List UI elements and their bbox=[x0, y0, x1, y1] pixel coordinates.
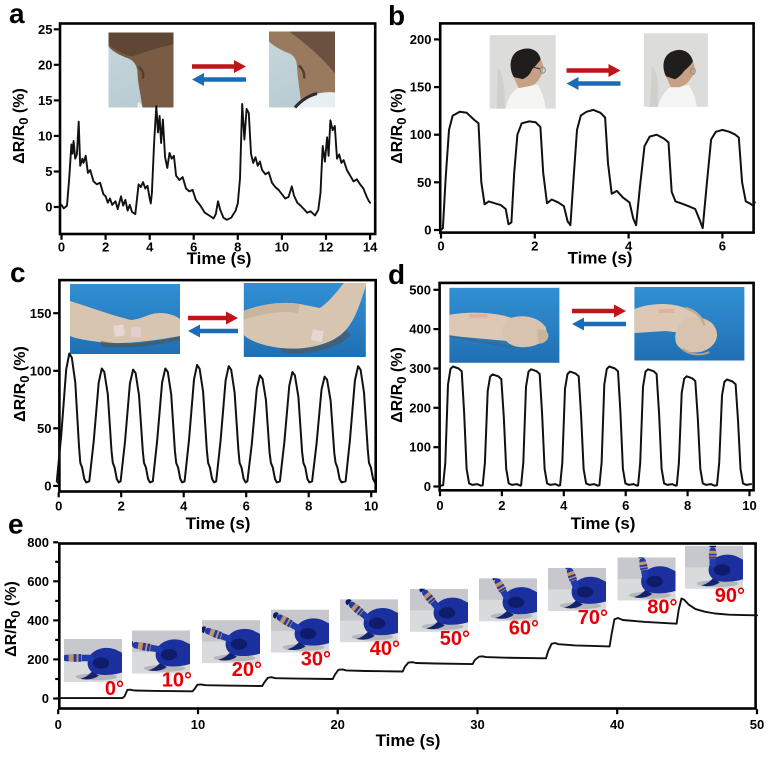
svg-text:70°: 70° bbox=[578, 607, 608, 629]
svg-text:15: 15 bbox=[38, 93, 52, 108]
svg-text:40: 40 bbox=[610, 717, 624, 732]
svg-text:50: 50 bbox=[750, 717, 764, 732]
svg-text:Time (s): Time (s) bbox=[376, 731, 441, 750]
svg-text:80°: 80° bbox=[647, 596, 677, 618]
svg-text:10: 10 bbox=[275, 240, 289, 255]
svg-text:150: 150 bbox=[30, 306, 52, 321]
svg-text:0: 0 bbox=[424, 479, 431, 494]
svg-text:6: 6 bbox=[190, 240, 197, 255]
svg-text:12: 12 bbox=[319, 240, 333, 255]
svg-text:14: 14 bbox=[363, 240, 378, 255]
svg-text:500: 500 bbox=[409, 282, 431, 297]
svg-text:ΔR/R0 (%): ΔR/R0 (%) bbox=[12, 346, 32, 422]
svg-text:0: 0 bbox=[436, 498, 443, 513]
svg-text:0: 0 bbox=[58, 240, 65, 255]
svg-text:50: 50 bbox=[37, 421, 51, 436]
svg-text:0°: 0° bbox=[105, 678, 124, 700]
svg-text:400: 400 bbox=[409, 322, 431, 337]
svg-text:6: 6 bbox=[243, 499, 250, 514]
svg-text:600: 600 bbox=[27, 574, 49, 589]
svg-text:4: 4 bbox=[146, 240, 154, 255]
svg-text:c: c bbox=[10, 257, 26, 288]
svg-text:200: 200 bbox=[410, 32, 432, 47]
svg-text:30: 30 bbox=[470, 717, 484, 732]
svg-text:4: 4 bbox=[180, 499, 188, 514]
svg-text:10°: 10° bbox=[162, 670, 192, 692]
svg-text:Time (s): Time (s) bbox=[186, 514, 251, 533]
svg-text:b: b bbox=[388, 0, 405, 31]
svg-text:4: 4 bbox=[625, 239, 633, 254]
svg-text:2: 2 bbox=[118, 499, 125, 514]
svg-text:10: 10 bbox=[191, 717, 205, 732]
svg-text:8: 8 bbox=[305, 499, 312, 514]
svg-text:d: d bbox=[388, 259, 405, 290]
svg-text:800: 800 bbox=[27, 535, 49, 550]
svg-text:20°: 20° bbox=[232, 659, 262, 681]
svg-text:0: 0 bbox=[42, 691, 49, 706]
svg-text:2: 2 bbox=[498, 498, 505, 513]
svg-text:30°: 30° bbox=[301, 649, 331, 671]
svg-text:100: 100 bbox=[410, 127, 432, 142]
svg-text:100: 100 bbox=[30, 363, 52, 378]
svg-text:0: 0 bbox=[44, 478, 51, 493]
svg-text:5: 5 bbox=[45, 164, 52, 179]
svg-text:100: 100 bbox=[409, 440, 431, 455]
svg-text:200: 200 bbox=[409, 400, 431, 415]
svg-text:0: 0 bbox=[55, 717, 62, 732]
svg-text:a: a bbox=[9, 0, 25, 29]
svg-text:0: 0 bbox=[55, 499, 62, 514]
svg-text:6: 6 bbox=[719, 239, 726, 254]
svg-text:Time (s): Time (s) bbox=[187, 249, 252, 268]
svg-text:0: 0 bbox=[437, 239, 444, 254]
svg-text:8: 8 bbox=[684, 498, 691, 513]
svg-text:e: e bbox=[8, 509, 24, 540]
svg-text:400: 400 bbox=[27, 613, 49, 628]
svg-text:150: 150 bbox=[410, 80, 432, 95]
svg-text:0: 0 bbox=[424, 223, 431, 238]
svg-text:40°: 40° bbox=[370, 638, 400, 660]
svg-text:25: 25 bbox=[38, 22, 52, 37]
svg-text:10: 10 bbox=[364, 499, 378, 514]
svg-text:50°: 50° bbox=[440, 628, 470, 650]
svg-text:10: 10 bbox=[742, 498, 756, 513]
svg-text:300: 300 bbox=[409, 361, 431, 376]
svg-text:90°: 90° bbox=[715, 585, 745, 607]
svg-text:10: 10 bbox=[38, 128, 52, 143]
svg-text:4: 4 bbox=[560, 498, 568, 513]
svg-text:50: 50 bbox=[417, 175, 431, 190]
svg-text:Time (s): Time (s) bbox=[571, 514, 636, 533]
svg-text:ΔR/R0 (%): ΔR/R0 (%) bbox=[3, 581, 23, 657]
svg-text:8: 8 bbox=[234, 240, 241, 255]
svg-text:0: 0 bbox=[45, 200, 52, 215]
svg-text:2: 2 bbox=[531, 239, 538, 254]
svg-text:200: 200 bbox=[27, 652, 49, 667]
svg-text:2: 2 bbox=[102, 240, 109, 255]
svg-text:Time (s): Time (s) bbox=[568, 249, 633, 268]
svg-text:6: 6 bbox=[622, 498, 629, 513]
svg-text:20: 20 bbox=[38, 57, 52, 72]
svg-text:ΔR/R0 (%): ΔR/R0 (%) bbox=[389, 347, 409, 423]
svg-text:20: 20 bbox=[330, 717, 344, 732]
svg-text:ΔR/R0 (%): ΔR/R0 (%) bbox=[389, 88, 409, 164]
svg-text:ΔR/R0 (%): ΔR/R0 (%) bbox=[11, 88, 31, 164]
svg-text:60°: 60° bbox=[509, 617, 539, 639]
